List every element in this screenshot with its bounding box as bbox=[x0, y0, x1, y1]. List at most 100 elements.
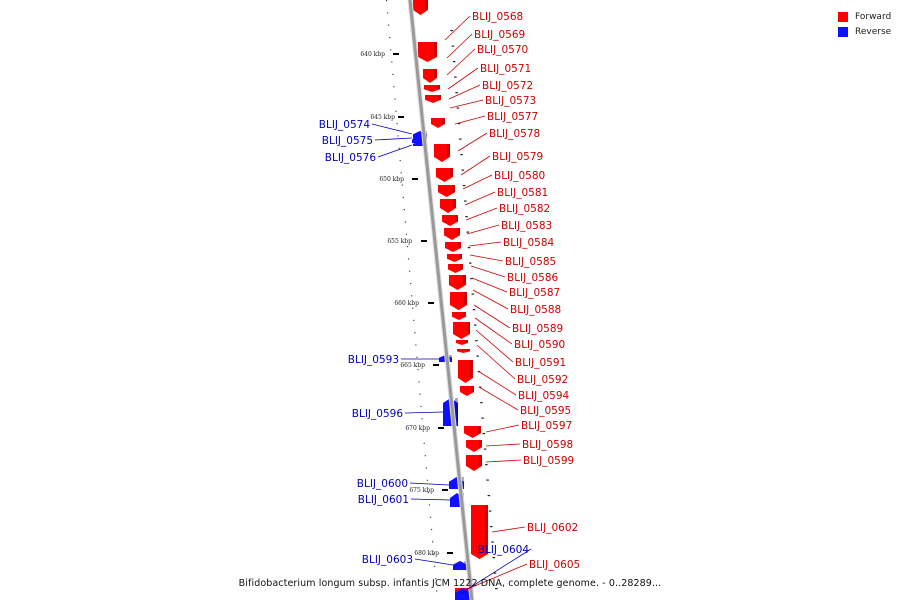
gene-label[interactable]: BLIJ_0581 bbox=[497, 187, 548, 199]
minor-tick bbox=[414, 332, 416, 334]
minor-tick bbox=[416, 356, 418, 358]
gene-shade bbox=[464, 561, 467, 567]
gene-shade bbox=[455, 398, 458, 421]
leader-line bbox=[491, 526, 526, 533]
gene-label[interactable]: BLIJ_0579 bbox=[492, 151, 543, 163]
gene-label[interactable]: BLIJ_0604 bbox=[478, 544, 530, 556]
gene-label[interactable]: BLIJ_0577 bbox=[487, 111, 538, 123]
gene-blij-0583[interactable] bbox=[445, 242, 461, 252]
label-leaders bbox=[371, 15, 532, 595]
gene-label[interactable]: BLIJ_0568 bbox=[472, 11, 523, 23]
gene-label[interactable]: BLIJ_0598 bbox=[522, 439, 573, 451]
gene-blij-0599[interactable] bbox=[466, 455, 482, 471]
gene-label[interactable]: BLIJ_0602 bbox=[527, 522, 578, 534]
gene-label[interactable]: BLIJ_0592 bbox=[517, 374, 568, 386]
gene-label[interactable]: BLIJ_0589 bbox=[512, 323, 563, 335]
gene-label[interactable]: BLIJ_0571 bbox=[480, 63, 531, 75]
gene-blij-0589[interactable] bbox=[452, 312, 466, 320]
kbp-tick-label: 655 kbp bbox=[387, 238, 412, 245]
gene-label[interactable]: BLIJ_0587 bbox=[509, 287, 560, 299]
gene-label[interactable]: BLIJ_0600 bbox=[357, 478, 408, 490]
minor-tick bbox=[428, 504, 431, 506]
leader-line bbox=[469, 254, 504, 262]
gene-blij-0586[interactable] bbox=[449, 275, 466, 290]
minor-tick bbox=[415, 344, 417, 346]
gene-shade bbox=[461, 477, 464, 485]
gene-label[interactable]: BLIJ_0574 bbox=[319, 119, 371, 131]
legend: Forward Reverse bbox=[838, 9, 891, 39]
gene-label[interactable]: BLIJ_0597 bbox=[521, 420, 572, 432]
gene-label[interactable]: BLIJ_0588 bbox=[510, 304, 561, 316]
gene-label[interactable]: BLIJ_0569 bbox=[474, 29, 525, 41]
gene-label[interactable]: BLIJ_0595 bbox=[520, 405, 571, 417]
gene-blij-0594[interactable] bbox=[458, 360, 473, 383]
legend-reverse-label: Reverse bbox=[855, 26, 892, 37]
gene-label[interactable]: BLIJ_0596 bbox=[352, 408, 404, 420]
minor-tick bbox=[465, 216, 468, 218]
leader-line bbox=[444, 15, 471, 41]
gene-label[interactable]: BLIJ_0601 bbox=[358, 494, 409, 506]
gene-blij-0579[interactable] bbox=[438, 185, 455, 197]
gene-blij-0570[interactable] bbox=[423, 69, 437, 83]
gene-label[interactable]: BLIJ_0570 bbox=[477, 44, 528, 56]
gene-blij-0597[interactable] bbox=[464, 426, 481, 438]
kbp-tick-label: 670 kbp bbox=[405, 425, 430, 432]
gene-blij-0580[interactable] bbox=[440, 199, 456, 213]
gene-blij-0591[interactable] bbox=[456, 340, 468, 345]
gene-label[interactable]: BLIJ_0593 bbox=[348, 354, 399, 366]
gene-label[interactable]: BLIJ_0582 bbox=[499, 203, 550, 215]
gene-blij-0584[interactable] bbox=[447, 254, 462, 262]
gene-label[interactable]: BLIJ_0578 bbox=[489, 128, 540, 140]
gene-blij-0585[interactable] bbox=[448, 264, 463, 273]
gene-blij-0568[interactable] bbox=[413, 0, 428, 15]
gene-blij-0598[interactable] bbox=[466, 440, 482, 452]
gene-blij-0602[interactable] bbox=[471, 505, 488, 559]
gene-blij-0590[interactable] bbox=[453, 322, 470, 339]
minor-tick bbox=[459, 138, 462, 140]
gene-label[interactable]: BLIJ_0580 bbox=[494, 170, 545, 182]
gene-label[interactable]: BLIJ_0583 bbox=[501, 220, 552, 232]
gene-blij-0604[interactable] bbox=[455, 588, 470, 600]
gene-blij-0572[interactable] bbox=[425, 95, 441, 103]
minor-tick bbox=[482, 433, 486, 435]
gene-label[interactable]: BLIJ_0573 bbox=[485, 95, 536, 107]
kbp-tick-label: 650 kbp bbox=[379, 176, 404, 183]
gene-blij-0592[interactable] bbox=[457, 349, 470, 353]
gene-arrow bbox=[418, 42, 437, 62]
minor-tick bbox=[419, 393, 421, 395]
gene-label[interactable]: BLIJ_0584 bbox=[503, 237, 555, 249]
minor-tick bbox=[386, 0, 388, 2]
minor-tick bbox=[436, 590, 438, 592]
gene-blij-0577[interactable] bbox=[434, 144, 450, 162]
gene-label[interactable]: BLIJ_0603 bbox=[362, 554, 413, 566]
gene-arrow bbox=[424, 85, 440, 92]
gene-label[interactable]: BLIJ_0590 bbox=[514, 339, 565, 351]
gene-label[interactable]: BLIJ_0599 bbox=[523, 455, 574, 467]
leader-line bbox=[464, 191, 496, 206]
gene-blij-0581[interactable] bbox=[442, 215, 458, 226]
gene-blij-0582[interactable] bbox=[444, 228, 460, 240]
gene-blij-0569[interactable] bbox=[418, 42, 437, 62]
gene-label[interactable]: BLIJ_0594 bbox=[518, 390, 570, 402]
sequence-backbone bbox=[407, 0, 475, 600]
gene-label[interactable]: BLIJ_0572 bbox=[482, 80, 533, 92]
minor-tick bbox=[467, 247, 471, 249]
gene-blij-0603[interactable] bbox=[453, 561, 467, 570]
gene-blij-0571[interactable] bbox=[424, 85, 440, 92]
gene-label[interactable]: BLIJ_0605 bbox=[529, 559, 580, 571]
gene-blij-0588[interactable] bbox=[450, 292, 467, 310]
minor-tick bbox=[478, 386, 482, 388]
gene-blij-0573[interactable] bbox=[431, 118, 445, 128]
gene-label[interactable]: BLIJ_0576 bbox=[325, 152, 377, 164]
gene-blij-0578[interactable] bbox=[436, 168, 453, 182]
minor-tick bbox=[470, 278, 473, 280]
minor-tick bbox=[492, 557, 496, 559]
gene-shade bbox=[471, 386, 474, 392]
gene-label[interactable]: BLIJ_0575 bbox=[322, 135, 373, 147]
gene-label[interactable]: BLIJ_0586 bbox=[507, 272, 559, 284]
gene-label[interactable]: BLIJ_0591 bbox=[515, 357, 566, 369]
gene-blij-0595[interactable] bbox=[460, 386, 474, 396]
leader-line bbox=[409, 482, 450, 486]
gene-label[interactable]: BLIJ_0585 bbox=[505, 256, 556, 268]
